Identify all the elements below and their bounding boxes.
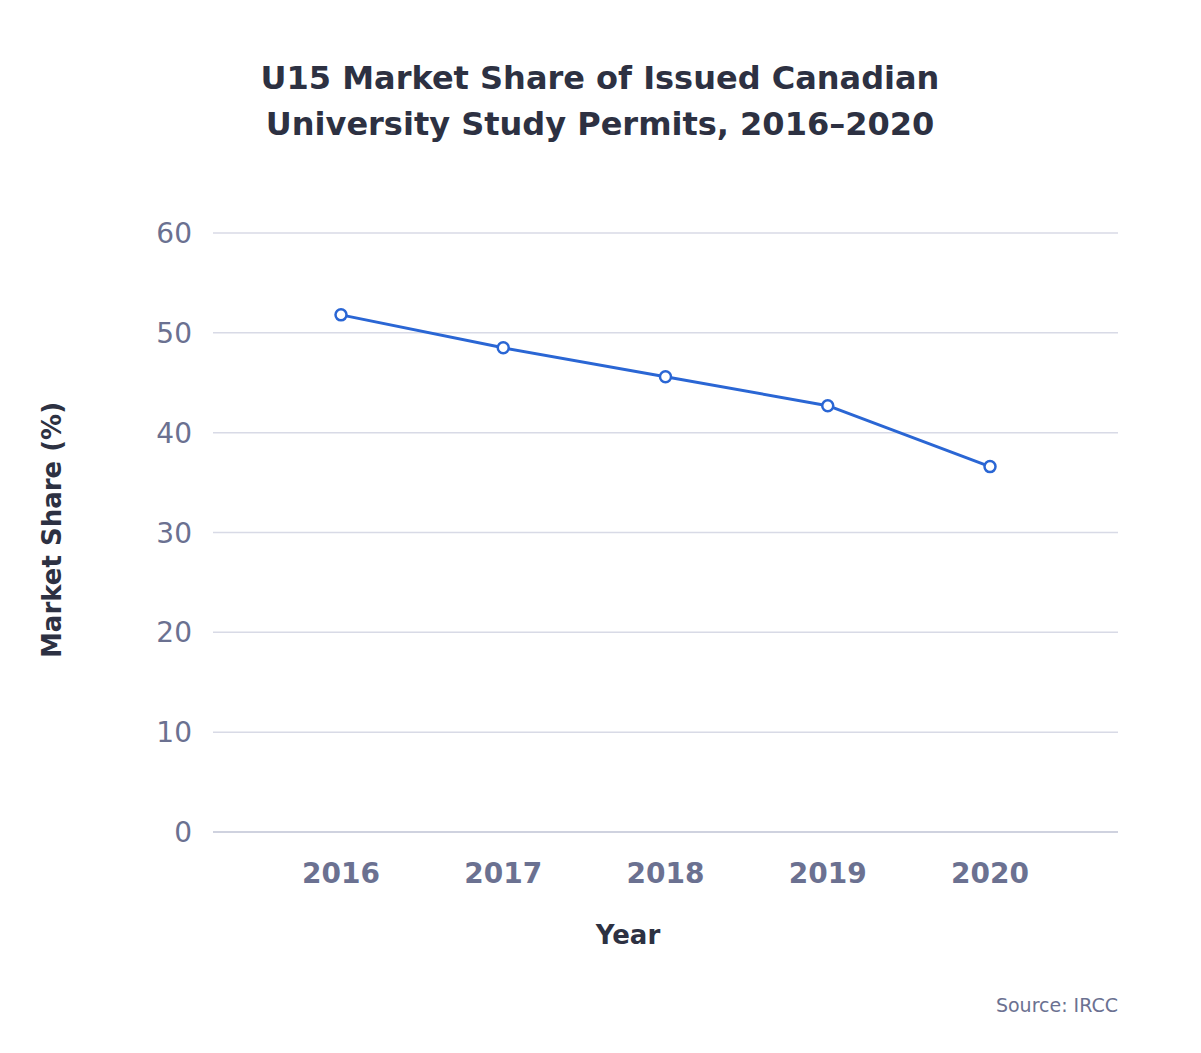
source: Source: IRCC bbox=[996, 994, 1118, 1016]
title-line: University Study Permits, 2016–2020 bbox=[266, 105, 934, 143]
x-tick-label: 2019 bbox=[789, 857, 867, 890]
x-tick-label: 2016 bbox=[302, 857, 380, 890]
x-tick-label: 2018 bbox=[627, 857, 705, 890]
line bbox=[341, 315, 990, 467]
data-group bbox=[336, 309, 996, 472]
grid-line bbox=[213, 731, 1118, 733]
title: U15 Market Share of Issued Canadian Unive… bbox=[261, 59, 940, 143]
grid-line bbox=[213, 432, 1118, 434]
grid-line bbox=[213, 831, 1118, 833]
y-tick-label: 20 bbox=[156, 616, 192, 649]
chart: U15 Market Share of Issued Canadian Unive… bbox=[0, 0, 1201, 1053]
grid-line bbox=[213, 232, 1118, 234]
x-axis-line bbox=[213, 831, 1118, 833]
y-tick-label: 40 bbox=[156, 417, 192, 450]
y-tick-label: 30 bbox=[156, 517, 192, 550]
x-tick-label: 2017 bbox=[464, 857, 542, 890]
x-axis-title: Year bbox=[595, 920, 661, 950]
marker bbox=[336, 309, 347, 320]
x-tick-label: 2020 bbox=[951, 857, 1029, 890]
marker bbox=[822, 400, 833, 411]
marker bbox=[985, 461, 996, 472]
grid-line bbox=[213, 332, 1118, 334]
grid-line bbox=[213, 532, 1118, 534]
marker bbox=[498, 342, 509, 353]
y-tick-label: 0 bbox=[174, 816, 192, 849]
grid-line bbox=[213, 632, 1118, 634]
title-line: U15 Market Share of Issued Canadian bbox=[261, 59, 940, 97]
marker bbox=[660, 371, 671, 382]
y-tick-label: 60 bbox=[156, 217, 192, 250]
y-axis-title: Market Share (%) bbox=[37, 402, 67, 658]
y-tick-label: 10 bbox=[156, 716, 192, 749]
y-tick-label: 50 bbox=[156, 317, 192, 350]
title-group: U15 Market Share of Issued Canadian Unive… bbox=[261, 59, 940, 143]
